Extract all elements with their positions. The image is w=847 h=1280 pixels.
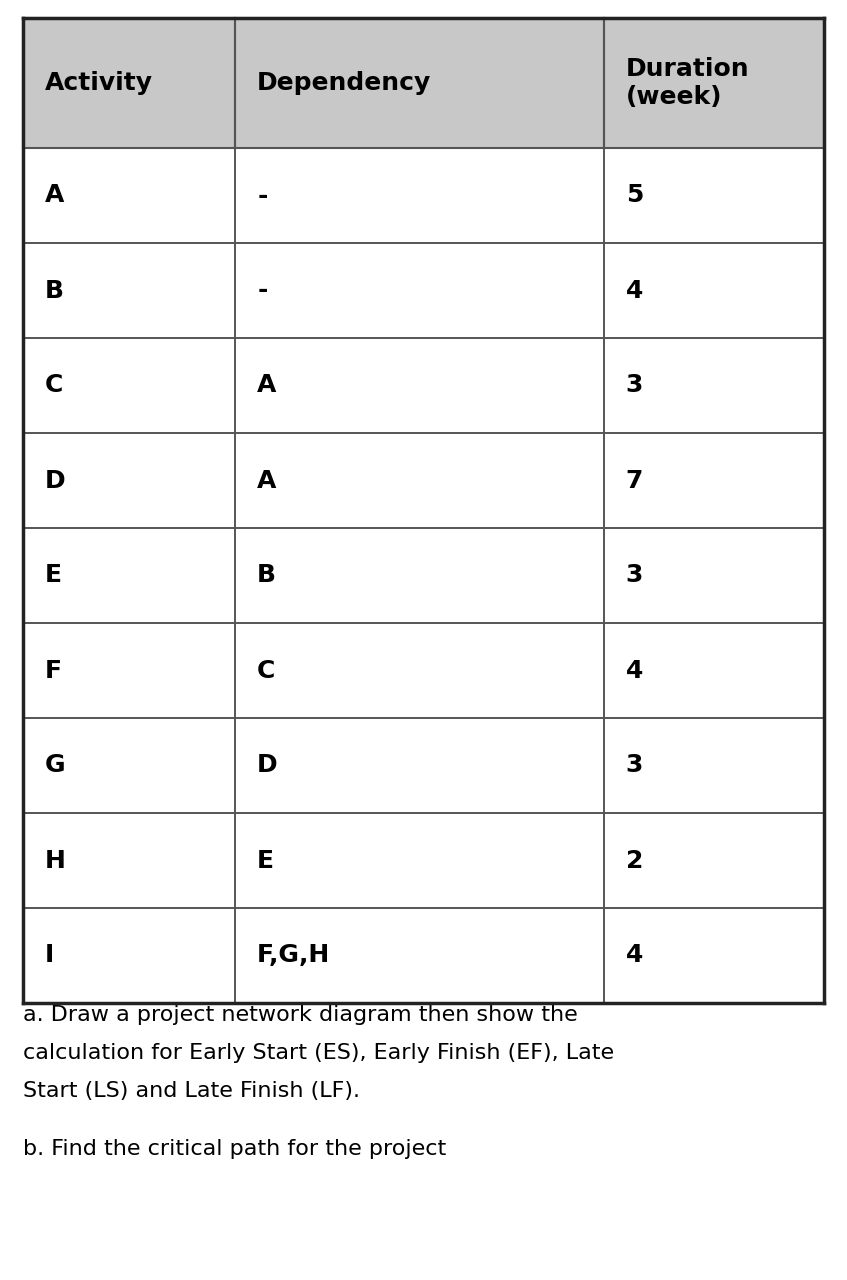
Text: 3: 3 xyxy=(626,754,643,777)
Text: 3: 3 xyxy=(626,563,643,588)
Bar xyxy=(23,908,235,1004)
Text: H: H xyxy=(45,849,66,873)
Text: C: C xyxy=(257,658,275,682)
Text: B: B xyxy=(257,563,276,588)
Bar xyxy=(604,623,824,718)
Bar xyxy=(23,243,235,338)
Text: calculation for Early Start (ES), Early Finish (EF), Late: calculation for Early Start (ES), Early … xyxy=(23,1043,614,1062)
Bar xyxy=(604,527,824,623)
Bar xyxy=(23,527,235,623)
Bar xyxy=(235,527,604,623)
Bar xyxy=(235,908,604,1004)
Text: Start (LS) and Late Finish (LF).: Start (LS) and Late Finish (LF). xyxy=(23,1082,360,1101)
Text: A: A xyxy=(257,374,277,398)
Bar xyxy=(23,148,235,243)
Text: E: E xyxy=(45,563,62,588)
Text: F: F xyxy=(45,658,62,682)
Text: I: I xyxy=(45,943,54,968)
Text: a. Draw a project network diagram then show the: a. Draw a project network diagram then s… xyxy=(23,1005,578,1025)
Bar xyxy=(235,243,604,338)
Bar xyxy=(235,338,604,433)
Text: 2: 2 xyxy=(626,849,643,873)
Text: C: C xyxy=(45,374,64,398)
Text: 3: 3 xyxy=(626,374,643,398)
Text: 5: 5 xyxy=(626,183,643,207)
Bar xyxy=(604,338,824,433)
Bar xyxy=(235,718,604,813)
Text: A: A xyxy=(257,468,277,493)
Text: D: D xyxy=(45,468,65,493)
Bar xyxy=(604,813,824,908)
Bar xyxy=(604,243,824,338)
Text: Duration
(week): Duration (week) xyxy=(626,58,750,109)
Bar xyxy=(23,338,235,433)
Bar xyxy=(23,433,235,527)
Text: Dependency: Dependency xyxy=(257,70,431,95)
Bar xyxy=(23,718,235,813)
Text: D: D xyxy=(257,754,278,777)
Bar xyxy=(235,433,604,527)
Text: -: - xyxy=(257,279,268,302)
Text: 7: 7 xyxy=(626,468,643,493)
Text: Activity: Activity xyxy=(45,70,152,95)
Bar xyxy=(23,18,235,148)
Bar xyxy=(604,18,824,148)
Text: -: - xyxy=(257,183,268,207)
Bar xyxy=(604,908,824,1004)
Bar xyxy=(23,813,235,908)
Bar xyxy=(23,623,235,718)
Text: G: G xyxy=(45,754,65,777)
Text: B: B xyxy=(45,279,64,302)
Bar xyxy=(235,18,604,148)
Text: 4: 4 xyxy=(626,279,643,302)
Bar xyxy=(604,718,824,813)
Bar xyxy=(604,148,824,243)
Text: A: A xyxy=(45,183,64,207)
Text: F,G,H: F,G,H xyxy=(257,943,330,968)
Bar xyxy=(604,433,824,527)
Bar xyxy=(235,148,604,243)
Text: E: E xyxy=(257,849,274,873)
Bar xyxy=(235,623,604,718)
Text: 4: 4 xyxy=(626,658,643,682)
Text: 4: 4 xyxy=(626,943,643,968)
Bar xyxy=(235,813,604,908)
Text: b. Find the critical path for the project: b. Find the critical path for the projec… xyxy=(23,1139,446,1158)
